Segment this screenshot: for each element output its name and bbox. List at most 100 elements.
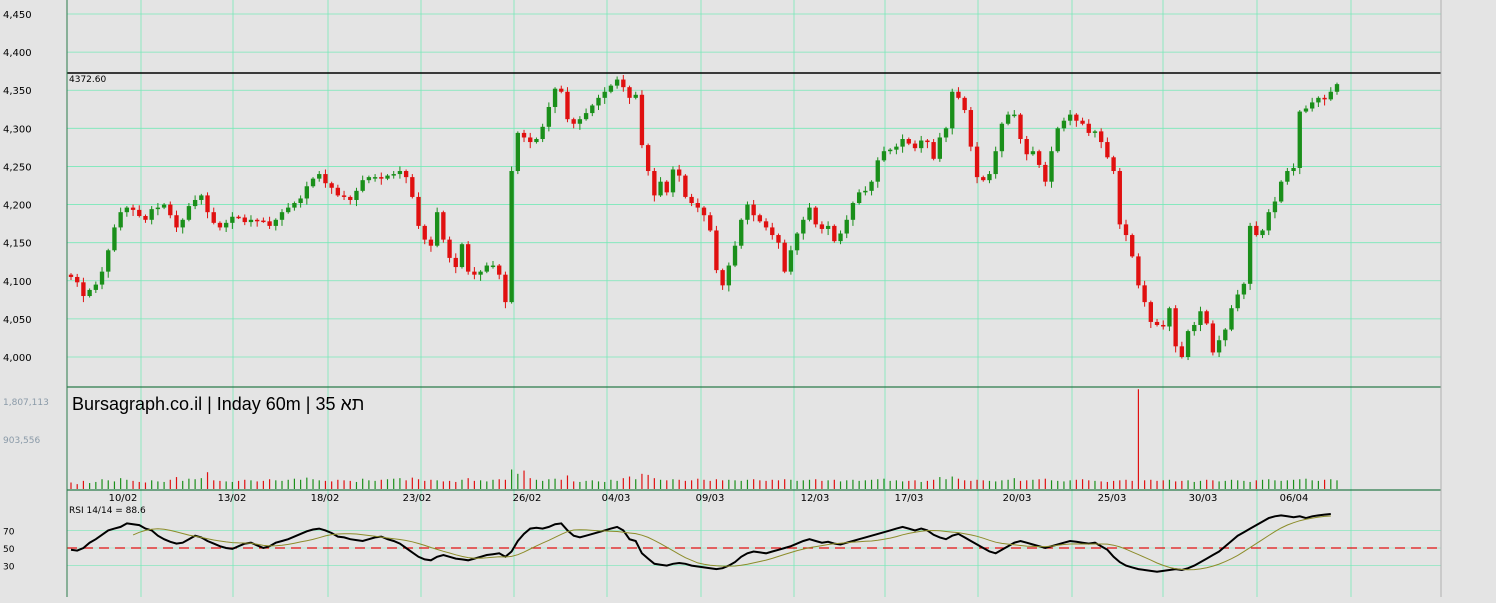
candle-body [391,174,396,176]
candle-body [596,97,601,106]
candle-body [1061,120,1067,129]
candle-body [286,207,291,213]
rsi-axis: 70 50 30 [3,527,15,572]
candle-body [348,196,353,200]
candle-body [987,174,992,181]
candle-body [68,274,74,277]
candle-body [528,137,533,143]
candle-body [515,132,520,172]
price-tick-label: 4,050 [3,315,32,326]
candle-body [1266,212,1271,231]
candle-body [583,113,589,120]
candle-body [124,207,130,213]
candle-body [112,227,117,251]
candle-body [255,219,260,222]
price-tick-label: 4,350 [3,86,32,97]
date-tick-label: 13/02 [218,493,247,504]
candle-body [1074,114,1079,121]
candle-body [472,271,477,275]
candle-body [1291,167,1296,172]
candle-body [751,204,756,216]
candle-body [385,175,390,179]
candle-body [1136,256,1141,286]
candle-body [825,225,831,229]
candle-body [1210,323,1216,353]
candle-body [540,126,545,140]
candle-body [521,132,527,138]
date-tick-label: 18/02 [311,493,340,504]
rsi-label: RSI 14/14 = 88.6 [69,506,146,516]
candle-body [1111,157,1116,172]
candle-body [801,219,806,234]
candle-body [143,215,148,220]
candle-body [912,143,918,149]
candle-body [844,219,849,234]
candle-body [509,171,514,303]
candle-body [1099,131,1104,143]
candle-body [981,177,986,181]
candle-body [974,146,980,178]
candle-body [937,137,942,159]
candle-body [267,221,272,226]
price-tick-label: 4,250 [3,162,32,173]
resistance-label: 4372.60 [69,75,106,85]
candle-body [310,178,316,187]
candle-body [1036,151,1042,165]
candle-body [99,271,105,285]
candle-body [161,204,167,208]
candle-body [1328,91,1333,100]
candle-body [664,181,669,193]
candle-body [770,227,775,236]
candle-body [645,145,651,172]
candle-body [720,270,725,286]
candle-body [459,244,465,268]
candle-body [621,79,626,88]
candle-body [677,169,682,176]
candle-body [81,282,86,297]
candle-body [1204,311,1209,324]
candle-body [1154,321,1160,325]
candle-body [726,265,731,286]
candle-body [732,245,738,266]
candle-body [788,250,794,272]
candle-body [397,171,403,175]
candle-body [869,181,874,191]
date-tick-label: 26/02 [513,493,542,504]
candle-body [627,87,632,98]
candle-body [925,140,930,143]
candle-body [1179,346,1185,357]
candle-body [968,110,974,147]
date-tick-label: 25/03 [1098,493,1127,504]
candle-body [670,169,676,193]
candle-body [434,212,440,246]
candle-body [813,207,818,225]
candle-body [1086,123,1091,133]
candle-body [1229,308,1234,330]
candle-body [1285,171,1290,182]
candle-body [1005,114,1011,124]
candle-body [1198,311,1203,325]
price-tick-label: 4,300 [3,124,32,135]
candle-body [571,119,576,124]
candle-body [1167,308,1172,327]
candle-body [689,196,694,204]
candle-body [248,219,254,223]
candle-body [856,192,862,204]
candle-body [1092,131,1098,133]
candle-body [1216,340,1222,353]
candle-body [590,105,595,114]
candle-body [614,79,620,86]
candle-body [118,212,123,228]
candle-body [782,242,787,272]
candle-body [850,203,856,220]
candle-body [832,225,837,242]
candle-body [1185,331,1191,357]
candle-body [323,174,328,184]
candle-body [360,180,365,191]
candle-body [466,244,471,272]
date-tick-label: 17/03 [895,493,924,504]
date-tick-label: 20/03 [1003,493,1032,504]
candle-body [1192,324,1197,332]
